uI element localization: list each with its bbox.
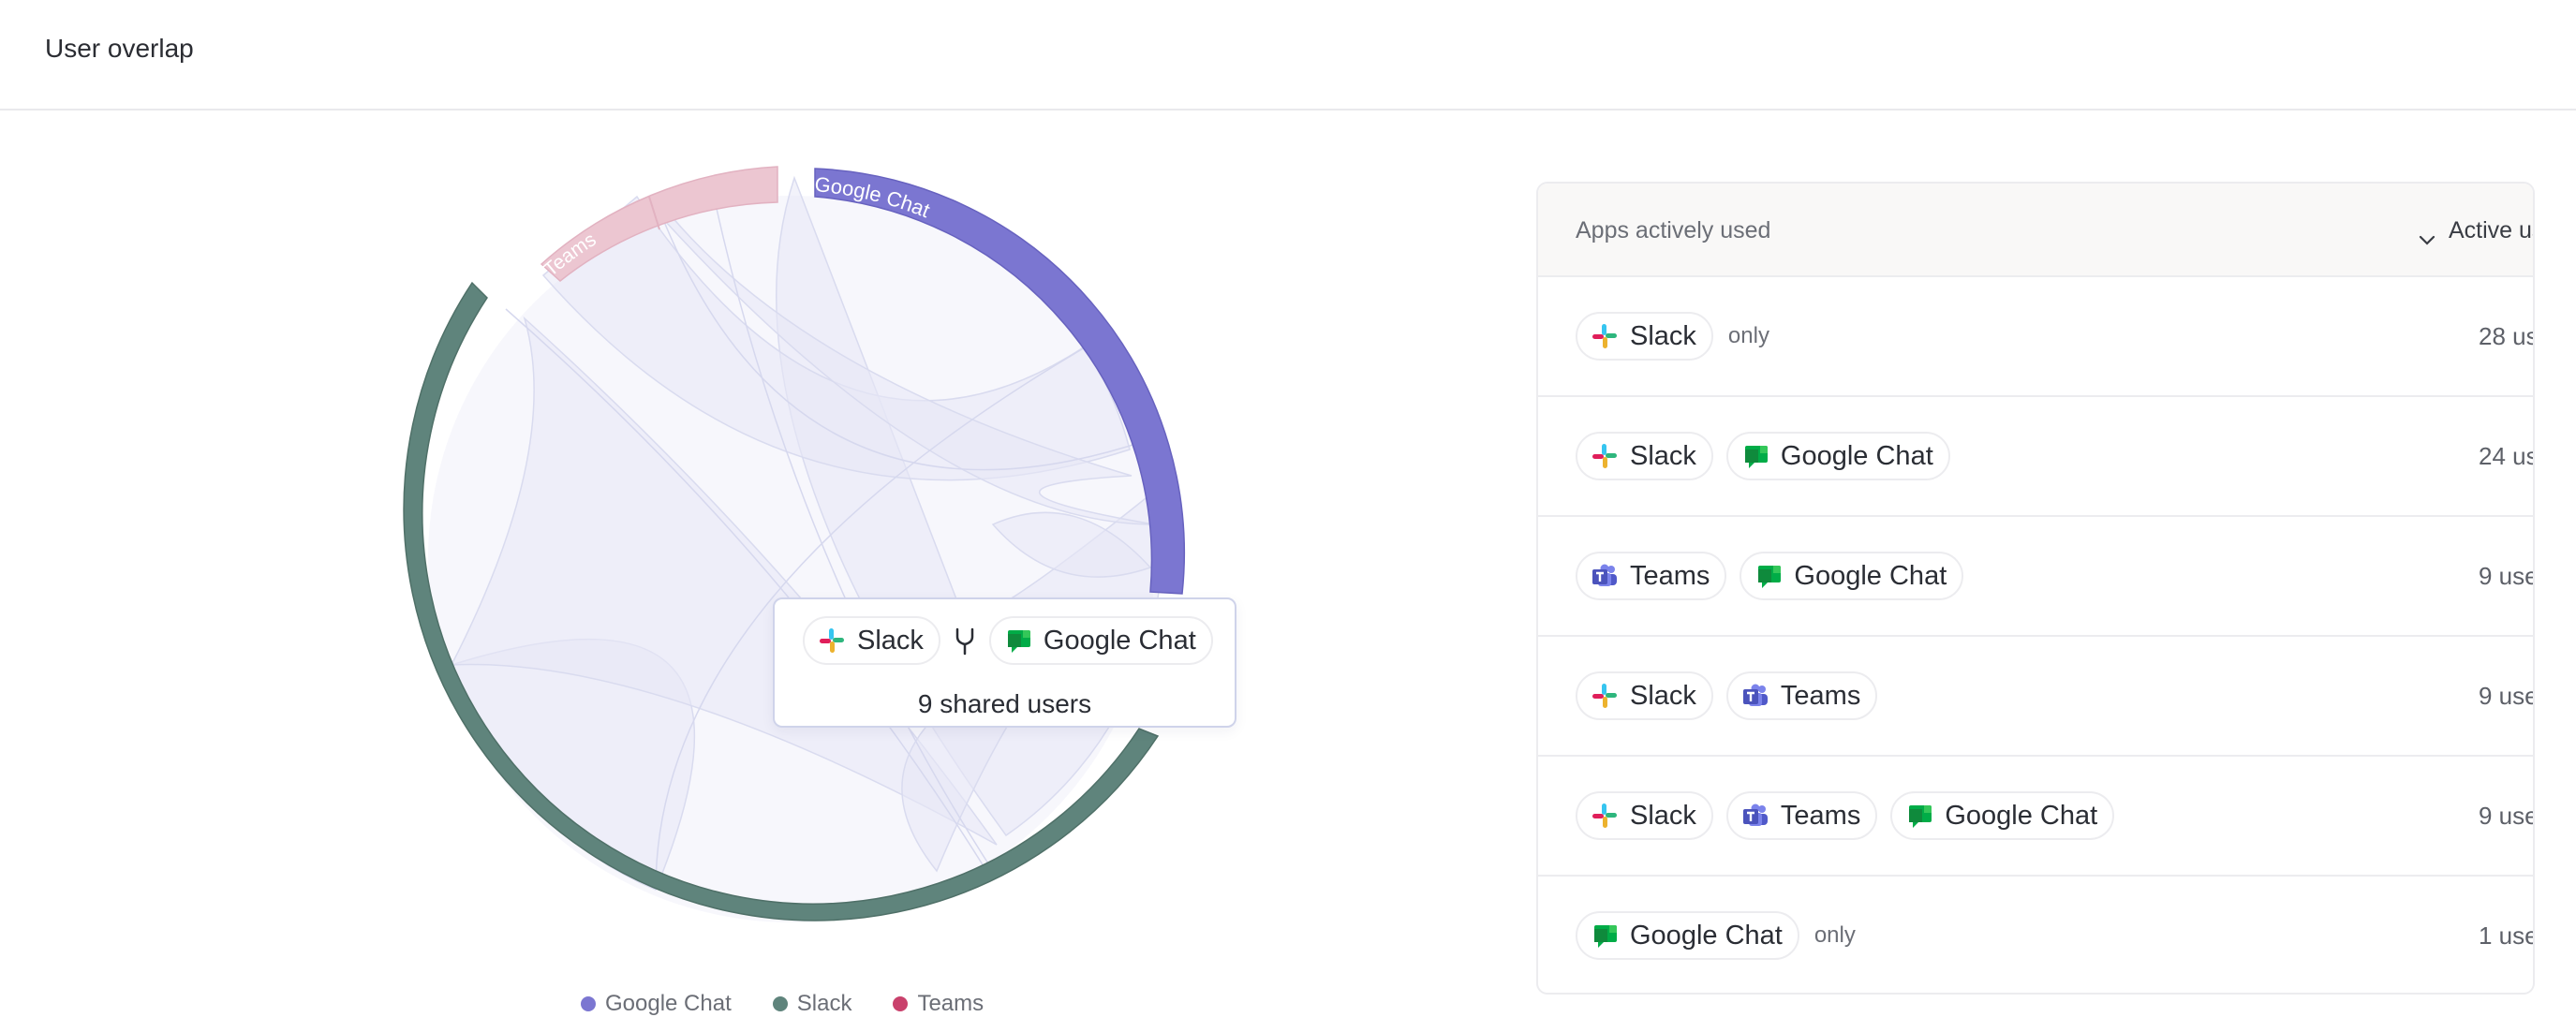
sort-active-users-button[interactable]: Active users [2419,217,2533,245]
tooltip-chip-google-chat: Google Chat [988,616,1213,665]
active-users-count: 1 user [2479,921,2533,950]
app-chip-google-chat: Google Chat [1740,552,1964,600]
app-chip-slack: Slack [1576,432,1713,480]
legend-item-google-chat[interactable]: Google Chat [581,991,732,1017]
app-chip-label: Slack [1630,320,1696,351]
chord-arc-slack[interactable] [403,281,1160,921]
row-apps: Teams Google Chat [1576,552,1964,600]
row-apps: Slack only [1576,312,1769,361]
only-label: only [1727,323,1769,348]
slack-icon [818,627,846,655]
app-chip-google-chat: Google Chat [1890,791,2115,840]
active-users-count: 9 users [2479,802,2533,830]
slack-icon [1591,682,1619,710]
app-chip-teams: Teams [1725,791,1878,840]
tooltip-app-a: Slack [857,625,924,656]
apps-usage-table: Apps actively used Active users Slack onl… [1536,182,2535,995]
table-row[interactable]: Slack only 28 users [1538,277,2533,397]
app-chip-google-chat: Google Chat [1576,911,1799,960]
tooltip-apps: Slack Google Chat [803,616,1213,665]
legend-label: Slack [796,991,852,1016]
active-users-count: 28 users [2479,322,2533,350]
app-chip-slack: Slack [1576,791,1713,840]
legend-item-teams[interactable]: Teams [893,991,984,1017]
app-chip-label: Teams [1630,560,1710,591]
active-users-count: 9 users [2479,562,2533,590]
legend-label: Google Chat [605,991,732,1016]
app-chip-label: Teams [1780,800,1861,831]
google-chat-icon [1905,802,1933,830]
legend-dot-teams [893,996,909,1011]
row-apps: Google Chat only [1576,911,1856,960]
app-chip-google-chat: Google Chat [1725,432,1950,480]
teams-icon [1741,802,1769,830]
google-chat-icon [1591,921,1619,950]
google-chat-icon [1754,562,1783,590]
app-chip-teams: Teams [1576,552,1727,600]
page-header: User overlap [0,0,2576,111]
page-title: User overlap [45,34,194,63]
teams-icon [1741,682,1769,710]
legend-item-slack[interactable]: Slack [772,991,852,1017]
table-row[interactable]: Slack Google Chat 24 users [1538,397,2533,517]
row-apps: Slack Teams Google Chat [1576,791,2115,840]
google-chat-icon [1741,442,1769,470]
app-chip-label: Google Chat [1945,800,2098,831]
active-users-count: 24 users [2479,442,2533,470]
teams-icon [1591,562,1619,590]
chord-diagram[interactable]: Google Chat Teams [0,111,1499,1032]
chord-arc-google-chat[interactable] [814,168,1185,595]
app-chip-label: Google Chat [1630,920,1783,951]
slack-icon [1591,322,1619,350]
chevron-down-icon [2419,226,2435,245]
table-row[interactable]: Google Chat only 1 user [1538,877,2533,993]
chord-svg: Google Chat Teams [403,166,1185,922]
ribbon-teams-google-chat[interactable] [541,195,1131,481]
active-users-count: 9 users [2479,682,2533,710]
app-chip-label: Slack [1630,680,1696,711]
slack-icon [1591,802,1619,830]
table-header-active-users: Active users [2449,217,2533,243]
table-header-apps: Apps actively used [1576,217,1771,243]
tooltip-app-b: Google Chat [1043,625,1196,656]
app-chip-label: Google Chat [1780,440,1933,471]
table-row[interactable]: Slack Teams Google Chat 9 users [1538,757,2533,877]
chord-tooltip: Slack Google Chat 9 shared users [773,597,1236,728]
app-chip-label: Teams [1780,680,1861,711]
google-chat-icon [1004,627,1032,655]
app-chip-label: Google Chat [1794,560,1947,591]
row-apps: Slack Google Chat [1576,432,1950,480]
table-row[interactable]: Slack Teams 9 users [1538,637,2533,757]
table-header: Apps actively used Active users [1538,184,2533,277]
chord-arc-teams[interactable] [540,166,778,282]
app-chip-slack: Slack [1576,671,1713,720]
tooltip-chip-slack: Slack [803,616,940,665]
app-chip-slack: Slack [1576,312,1713,361]
legend-dot-google-chat [581,996,596,1011]
app-chip-label: Slack [1630,440,1696,471]
ribbon-google-chat-self[interactable] [991,511,1152,578]
merge-icon [952,624,978,657]
app-chip-teams: Teams [1725,671,1878,720]
tooltip-shared-users: 9 shared users [917,689,1092,718]
table-row[interactable]: Teams Google Chat 9 users [1538,517,2533,637]
legend-label: Teams [917,991,985,1016]
ribbon-teams-google-chat-2[interactable] [644,196,1155,525]
slack-icon [1591,442,1619,470]
only-label: only [1814,922,1856,948]
app-chip-label: Slack [1630,800,1696,831]
legend-dot-slack [772,996,788,1011]
chord-legend: Google Chat Slack Teams [581,991,984,1017]
row-apps: Slack Teams [1576,671,1878,720]
